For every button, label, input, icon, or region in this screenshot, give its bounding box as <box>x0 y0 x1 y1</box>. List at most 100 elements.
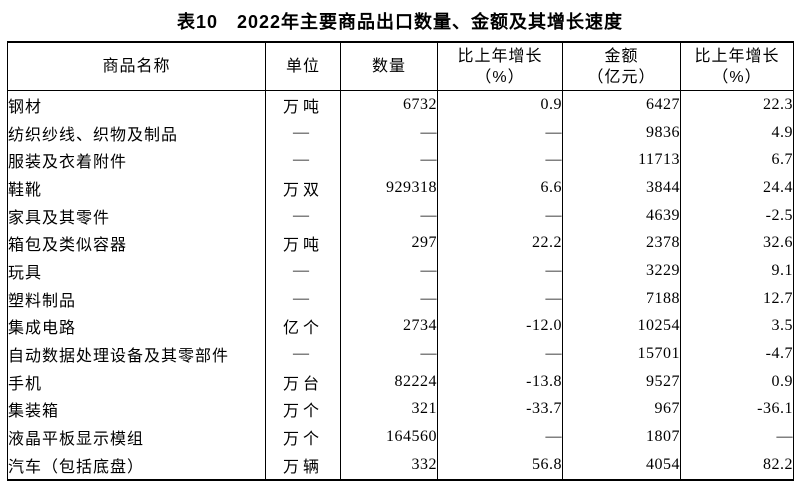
cell-amount: 15701 <box>562 340 681 368</box>
cell-unit: — <box>265 284 341 313</box>
table-row: 钢材 万吨 6732 0.9 6427 22.3 <box>7 90 794 119</box>
cell-quantity: 164560 <box>340 423 438 451</box>
header-quantity-growth-line2: （%） <box>475 68 525 86</box>
table-row: 玩具 — — —3229 9.1 <box>7 257 794 285</box>
cell-amt_growth: 6.7 <box>680 146 794 175</box>
cell-unit: — <box>265 257 341 285</box>
cell-quantity: — <box>340 201 438 230</box>
cell-amount: 11713 <box>562 146 681 175</box>
header-amount-line1: 金额 <box>604 47 639 65</box>
cell-name: 汽车（包括底盘） <box>7 450 266 480</box>
header-unit-label: 单位 <box>285 58 320 75</box>
table-row: 集成电路 亿个 2734 -12.0 10254 3.5 <box>7 312 794 341</box>
cell-quantity: 297 <box>340 229 438 258</box>
cell-qty_growth: -13.8 <box>437 367 563 396</box>
cell-quantity: 6732 <box>340 90 438 119</box>
header-quantity-growth-line1: 比上年增长 <box>457 47 543 65</box>
cell-amt_growth: — <box>680 423 794 451</box>
cell-amt_growth: 82.2 <box>680 450 794 480</box>
cell-qty_growth: — <box>437 340 563 368</box>
cell-name: 纺织纱线、织物及制品 <box>7 118 266 147</box>
cell-unit: 万个 <box>265 423 341 451</box>
cell-quantity: 332 <box>340 450 438 480</box>
header-commodity-name: 商品名称 <box>7 42 266 91</box>
cell-amt_growth: 22.3 <box>680 90 794 119</box>
cell-quantity: — <box>340 340 438 368</box>
cell-name: 手机 <box>7 367 266 396</box>
table-body: 钢材 万吨 6732 0.9 6427 22.3 纺织纱线、织物及制品 — — —9836 4.9 服… <box>7 90 794 480</box>
cell-qty_growth: — <box>437 423 563 451</box>
table-row: 塑料制品 — — —7188 12.7 <box>7 284 794 313</box>
cell-quantity: — <box>340 118 438 147</box>
cell-amount: 3844 <box>562 174 681 202</box>
cell-amount: 3229 <box>562 257 681 285</box>
table-row: 集装箱 万个 321 -33.7 967 -36.1 <box>7 395 794 424</box>
table-row: 手机 万台 82224 -13.8 9527 0.9 <box>7 367 794 396</box>
cell-quantity: 82224 <box>340 367 438 396</box>
cell-amt_growth: 9.1 <box>680 257 794 285</box>
cell-unit: 万双 <box>265 174 341 202</box>
table-title-bar: 表10 2022年主要商品出口数量、金额及其增长速度 <box>0 0 800 41</box>
cell-amt_growth: 0.9 <box>680 367 794 396</box>
header-quantity-growth: 比上年增长 （%） <box>437 42 563 91</box>
cell-amt_growth: -2.5 <box>680 201 794 230</box>
cell-qty_growth: — <box>437 257 563 285</box>
cell-amount: 10254 <box>562 312 681 341</box>
cell-name: 箱包及类似容器 <box>7 229 266 258</box>
cell-name: 液晶平板显示模组 <box>7 423 266 451</box>
table-title: 表10 2022年主要商品出口数量、金额及其增长速度 <box>176 11 624 32</box>
cell-name: 服装及衣着附件 <box>7 146 266 175</box>
header-quantity-label: 数量 <box>371 58 406 75</box>
cell-amount: 967 <box>562 395 681 424</box>
cell-qty_growth: 6.6 <box>437 174 563 202</box>
cell-quantity: — <box>340 146 438 175</box>
cell-name: 玩具 <box>7 257 266 285</box>
cell-unit: 亿个 <box>265 312 341 341</box>
cell-unit: 万台 <box>265 367 341 396</box>
cell-name: 钢材 <box>7 90 266 119</box>
cell-qty_growth: 56.8 <box>437 450 563 480</box>
table-row: 家具及其零件 — — —4639 -2.5 <box>7 201 794 230</box>
header-amount-growth-line2: （%） <box>712 68 762 86</box>
header-quantity: 数量 <box>340 42 438 91</box>
table-row: 自动数据处理设备及其零部件 — — —15701 -4.7 <box>7 340 794 368</box>
cell-amount: 4054 <box>562 450 681 480</box>
cell-unit: 万个 <box>265 395 341 424</box>
table-header: 商品名称 单位 数量 比上年增长 （%） 金额 （亿元） 比上年增长 <box>7 42 794 91</box>
cell-amt_growth: 12.7 <box>680 284 794 313</box>
header-amount-line2: （亿元） <box>587 68 656 86</box>
cell-amt_growth: 24.4 <box>680 174 794 202</box>
cell-unit: 万吨 <box>265 229 341 258</box>
cell-quantity: 929318 <box>340 174 438 202</box>
cell-qty_growth: — <box>437 201 563 230</box>
header-unit: 单位 <box>265 42 341 91</box>
cell-quantity: 2734 <box>340 312 438 341</box>
cell-qty_growth: — <box>437 284 563 313</box>
table-row: 服装及衣着附件 — — —11713 6.7 <box>7 146 794 175</box>
cell-unit: 万辆 <box>265 450 341 480</box>
table-row: 鞋靴 万双 929318 6.6 3844 24.4 <box>7 174 794 202</box>
cell-amount: 4639 <box>562 201 681 230</box>
cell-quantity: — <box>340 284 438 313</box>
export-commodities-table: 商品名称 单位 数量 比上年增长 （%） 金额 （亿元） 比上年增长 <box>7 41 794 481</box>
table-row: 汽车（包括底盘） 万辆 332 56.8 4054 82.2 <box>7 450 794 480</box>
cell-unit: 万吨 <box>265 90 341 119</box>
cell-name: 鞋靴 <box>7 174 266 202</box>
table-row: 液晶平板显示模组 万个 164560—1807— <box>7 423 794 451</box>
cell-qty_growth: — <box>437 118 563 147</box>
cell-qty_growth: 0.9 <box>437 90 563 119</box>
header-amount: 金额 （亿元） <box>562 42 681 91</box>
table-row: 箱包及类似容器 万吨 297 22.2 2378 32.6 <box>7 229 794 258</box>
cell-unit: — <box>265 201 341 230</box>
cell-name: 塑料制品 <box>7 284 266 313</box>
cell-qty_growth: — <box>437 146 563 175</box>
cell-amt_growth: -4.7 <box>680 340 794 368</box>
cell-unit: — <box>265 340 341 368</box>
cell-amount: 6427 <box>562 90 681 119</box>
cell-unit: — <box>265 118 341 147</box>
cell-quantity: — <box>340 257 438 285</box>
cell-name: 自动数据处理设备及其零部件 <box>7 340 266 368</box>
cell-qty_growth: -12.0 <box>437 312 563 341</box>
header-row: 商品名称 单位 数量 比上年增长 （%） 金额 （亿元） 比上年增长 <box>7 42 794 91</box>
